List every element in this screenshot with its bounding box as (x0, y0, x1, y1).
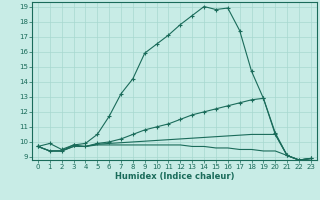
X-axis label: Humidex (Indice chaleur): Humidex (Indice chaleur) (115, 172, 234, 181)
